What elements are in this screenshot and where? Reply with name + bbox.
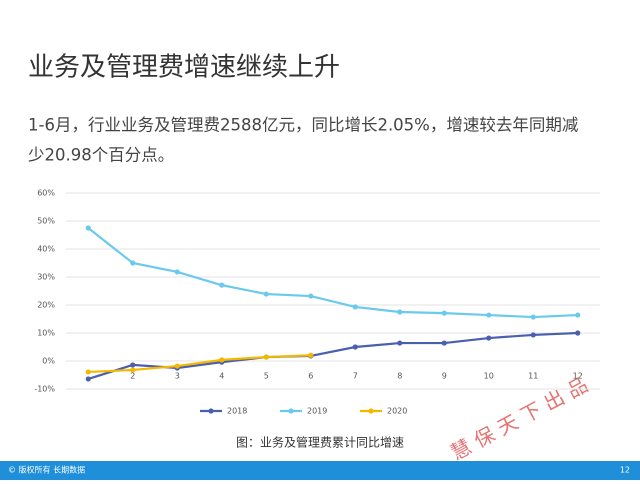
point xyxy=(263,291,269,297)
legend-label: 2020 xyxy=(387,407,407,416)
point xyxy=(130,260,136,266)
x-tick-label: 9 xyxy=(442,372,447,381)
legend-label: 2018 xyxy=(227,407,247,416)
point xyxy=(130,367,136,373)
point xyxy=(85,369,91,375)
y-tick-label: 20% xyxy=(37,301,55,310)
point xyxy=(397,340,403,346)
caption: 图：业务及管理费累计同比增速 xyxy=(236,435,404,450)
point xyxy=(486,335,492,341)
x-tick-label: 6 xyxy=(308,372,313,381)
slide-title: 业务及管理费增速继续上升 xyxy=(28,53,340,83)
point xyxy=(85,225,91,231)
point xyxy=(174,269,180,275)
x-tick-label: 4 xyxy=(219,372,224,381)
page-number: 12 xyxy=(620,466,630,475)
x-tick-label: 7 xyxy=(353,372,358,381)
point xyxy=(397,309,403,315)
point xyxy=(219,282,225,288)
point xyxy=(441,310,447,316)
x-tick-label: 8 xyxy=(397,372,402,381)
legend-label: 2019 xyxy=(307,407,327,416)
point xyxy=(263,354,269,360)
series-line xyxy=(87,331,578,380)
point xyxy=(85,376,91,382)
legend-marker xyxy=(368,408,374,414)
y-tick-label: 60% xyxy=(37,189,55,198)
slide-text: 1-6月，行业业务及管理费2588亿元，同比增长2.05%，增速较去年同期减 xyxy=(28,116,579,135)
point xyxy=(441,340,447,346)
footer-text: © 版权所有 长期数据 xyxy=(8,465,85,475)
x-tick-label: 12 xyxy=(573,372,583,381)
y-tick-label: 30% xyxy=(37,273,55,282)
point xyxy=(575,312,581,318)
series-line xyxy=(87,227,578,319)
point xyxy=(486,312,492,318)
point xyxy=(130,362,136,368)
slide-text: 少20.98个百分点。 xyxy=(28,146,174,165)
point xyxy=(308,293,314,299)
footer-bar xyxy=(0,461,640,480)
point xyxy=(174,363,180,369)
series-line xyxy=(88,354,311,374)
x-tick-label: 3 xyxy=(175,372,180,381)
point xyxy=(308,352,314,358)
x-tick-label: 10 xyxy=(484,372,494,381)
x-tick-label: 2 xyxy=(130,372,135,381)
y-tick-label: 0% xyxy=(42,357,55,366)
x-tick-label: 5 xyxy=(264,372,269,381)
y-tick-label: 40% xyxy=(37,245,55,254)
y-tick-label: 10% xyxy=(37,329,55,338)
point xyxy=(352,304,358,310)
y-tick-label: -10% xyxy=(34,385,55,394)
point xyxy=(530,314,536,320)
point xyxy=(530,332,536,338)
point xyxy=(575,330,581,336)
point xyxy=(352,344,358,350)
watermark: 慧 保 天 下 出 品 xyxy=(447,372,592,464)
legend-marker xyxy=(288,408,294,414)
legend-marker xyxy=(208,408,214,414)
point xyxy=(219,357,225,363)
y-tick-label: 50% xyxy=(37,217,55,226)
x-tick-label: 11 xyxy=(528,372,538,381)
